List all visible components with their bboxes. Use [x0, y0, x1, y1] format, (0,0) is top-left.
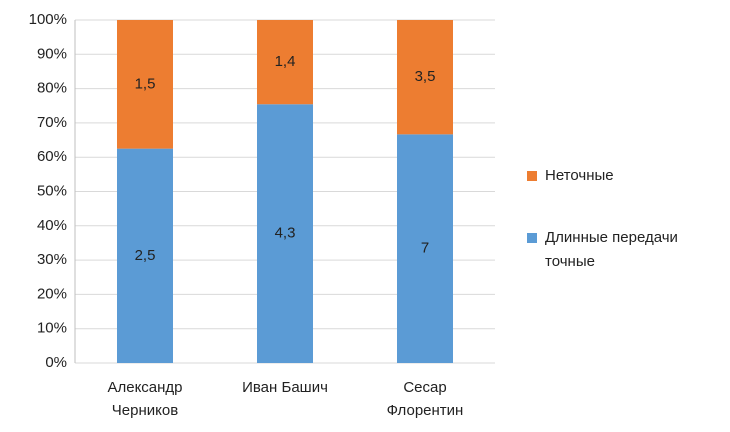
- y-tick-label: 60%: [37, 148, 67, 165]
- bar-segment: [117, 20, 173, 149]
- y-tick-label: 80%: [37, 80, 67, 97]
- y-tick-label: 0%: [45, 354, 67, 371]
- value-label: 4,3: [275, 225, 296, 242]
- value-label: 3,5: [415, 68, 436, 85]
- legend-label: Неточные: [545, 167, 614, 184]
- bar-segment: [117, 148, 173, 363]
- y-tick-label: 50%: [37, 182, 67, 199]
- y-tick-label: 30%: [37, 251, 67, 268]
- x-tick-label: Иван Башич: [242, 379, 328, 396]
- value-label: 1,4: [275, 53, 296, 70]
- bar-segment: [397, 134, 453, 363]
- y-tick-label: 10%: [37, 320, 67, 337]
- bar-segment: [257, 20, 313, 105]
- y-tick-label: 100%: [29, 11, 67, 28]
- value-label: 7: [421, 240, 429, 257]
- bar-segment: [257, 104, 313, 364]
- legend-swatch: [527, 233, 537, 243]
- x-tick-label: Сесар Флорентин: [387, 379, 464, 419]
- bar-segment: [397, 20, 453, 135]
- y-tick-label: 70%: [37, 114, 67, 131]
- value-label: 2,5: [135, 247, 156, 264]
- legend-label: Длинные передачи точные: [545, 229, 678, 270]
- value-label: 1,5: [135, 75, 156, 92]
- y-tick-label: 90%: [37, 45, 67, 62]
- x-tick-label: Александр Черников: [107, 379, 182, 419]
- y-tick-label: 40%: [37, 217, 67, 234]
- y-tick-label: 20%: [37, 285, 67, 302]
- legend-swatch: [527, 171, 537, 181]
